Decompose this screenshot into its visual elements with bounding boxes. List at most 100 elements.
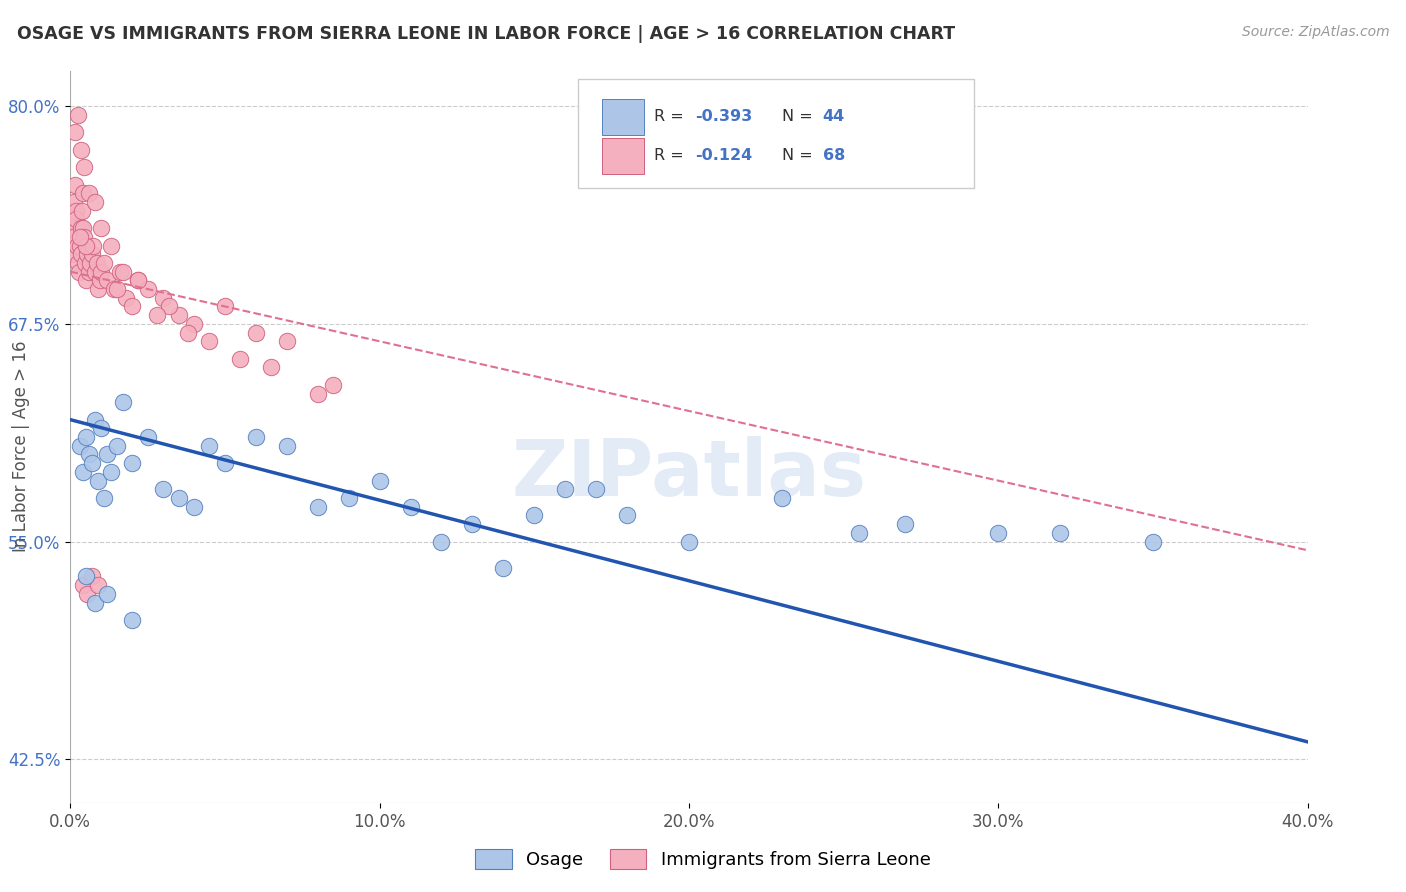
Point (84, 194, 107, 209)
Point (70, 203, 93, 218)
Point (399, 500, 422, 514)
Point (848, 525, 870, 540)
Point (63, 178, 86, 192)
Point (62, 229, 84, 244)
Point (492, 560, 515, 574)
Point (167, 308, 190, 322)
Point (90, 221, 112, 235)
Point (72, 186, 94, 201)
Point (93, 491, 115, 505)
Point (136, 430, 159, 444)
Text: R =: R = (654, 148, 689, 163)
FancyBboxPatch shape (602, 138, 644, 174)
Text: N =: N = (782, 109, 818, 124)
Point (152, 483, 174, 497)
Point (337, 491, 360, 505)
Point (121, 613, 143, 627)
Point (121, 300, 143, 314)
Point (121, 456, 143, 470)
Point (87, 282, 110, 296)
Point (307, 500, 329, 514)
Text: -0.393: -0.393 (695, 109, 752, 124)
Point (77, 448, 100, 462)
Point (73, 229, 96, 244)
Point (322, 377, 344, 392)
Point (136, 282, 159, 296)
Point (73, 160, 96, 174)
Point (987, 525, 1010, 540)
Point (75, 256, 97, 270)
Point (76, 247, 98, 261)
Point (198, 439, 221, 453)
Legend: Osage, Immigrants from Sierra Leone: Osage, Immigrants from Sierra Leone (467, 839, 939, 879)
Point (152, 291, 174, 305)
Point (69, 238, 91, 252)
Point (96, 587, 118, 601)
Point (76, 587, 98, 601)
Point (77, 265, 100, 279)
Point (523, 508, 546, 523)
Point (307, 386, 329, 401)
Point (146, 308, 169, 322)
Point (214, 300, 236, 314)
Point (96, 448, 118, 462)
Point (77, 186, 100, 201)
Point (108, 265, 131, 279)
FancyBboxPatch shape (602, 99, 644, 135)
Point (245, 430, 267, 444)
Text: R =: R = (654, 109, 689, 124)
Text: In Labor Force | Age > 16: In Labor Force | Age > 16 (13, 340, 30, 552)
Point (84, 595, 107, 609)
Point (214, 456, 236, 470)
Point (82, 238, 105, 252)
Point (75, 238, 97, 252)
Text: OSAGE VS IMMIGRANTS FROM SIERRA LEONE IN LABOR FORCE | AGE > 16 CORRELATION CHAR: OSAGE VS IMMIGRANTS FROM SIERRA LEONE IN… (17, 25, 955, 43)
Point (69, 229, 91, 244)
Point (105, 439, 128, 453)
Point (105, 282, 128, 296)
Text: 44: 44 (823, 109, 845, 124)
Point (75, 569, 97, 583)
Point (72, 465, 94, 479)
Point (100, 465, 122, 479)
Point (87, 474, 110, 488)
Point (554, 483, 576, 497)
Point (80, 456, 103, 470)
Point (67, 108, 90, 122)
Point (90, 421, 112, 435)
Point (60, 247, 83, 261)
Point (79, 256, 101, 270)
Point (63, 194, 86, 209)
Point (430, 534, 453, 549)
Point (89, 273, 111, 287)
Point (678, 534, 700, 549)
Point (1142, 534, 1164, 549)
Point (183, 500, 205, 514)
Point (198, 334, 221, 349)
Point (84, 265, 107, 279)
FancyBboxPatch shape (578, 78, 973, 188)
Text: -0.124: -0.124 (695, 148, 752, 163)
Point (157, 300, 180, 314)
Point (276, 334, 298, 349)
Point (75, 273, 97, 287)
Point (229, 351, 252, 366)
Point (127, 273, 149, 287)
Point (115, 291, 138, 305)
Point (86, 256, 108, 270)
Text: N =: N = (782, 148, 818, 163)
Point (276, 439, 298, 453)
Text: 68: 68 (823, 148, 845, 163)
Point (585, 483, 607, 497)
Point (69, 439, 91, 453)
Point (167, 491, 190, 505)
Point (770, 491, 793, 505)
Point (894, 517, 917, 532)
Point (100, 238, 122, 252)
Point (87, 578, 110, 592)
Point (65, 212, 87, 227)
Point (127, 273, 149, 287)
Point (84, 412, 107, 426)
Point (72, 578, 94, 592)
Point (80, 247, 103, 261)
